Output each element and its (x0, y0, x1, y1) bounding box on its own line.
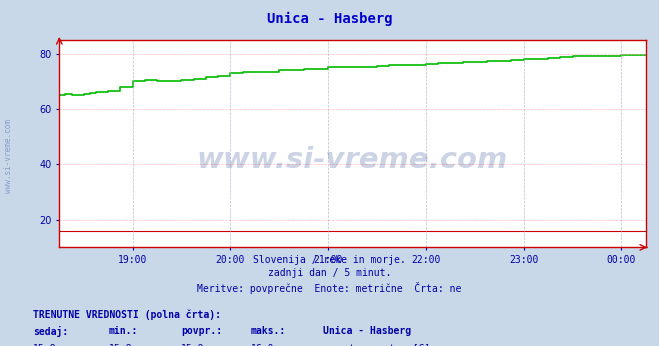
Text: TRENUTNE VREDNOSTI (polna črta):: TRENUTNE VREDNOSTI (polna črta): (33, 310, 221, 320)
Text: sedaj:: sedaj: (33, 326, 68, 337)
Text: temperatura[C]: temperatura[C] (348, 344, 430, 346)
Text: Meritve: povprečne  Enote: metrične  Črta: ne: Meritve: povprečne Enote: metrične Črta:… (197, 282, 462, 294)
Text: Slovenija / reke in morje.: Slovenija / reke in morje. (253, 255, 406, 265)
Text: 15,8: 15,8 (33, 344, 57, 346)
Text: min.:: min.: (109, 326, 138, 336)
Text: Unica - Hasberg: Unica - Hasberg (323, 326, 411, 336)
Text: 16,0: 16,0 (250, 344, 274, 346)
Text: 15,8: 15,8 (109, 344, 132, 346)
Text: povpr.:: povpr.: (181, 326, 222, 336)
Text: ■: ■ (323, 344, 335, 346)
Text: 15,9: 15,9 (181, 344, 205, 346)
Text: www.si-vreme.com: www.si-vreme.com (4, 119, 13, 193)
Text: zadnji dan / 5 minut.: zadnji dan / 5 minut. (268, 268, 391, 279)
Text: www.si-vreme.com: www.si-vreme.com (197, 146, 508, 174)
Text: Unica - Hasberg: Unica - Hasberg (267, 12, 392, 26)
Text: maks.:: maks.: (250, 326, 285, 336)
